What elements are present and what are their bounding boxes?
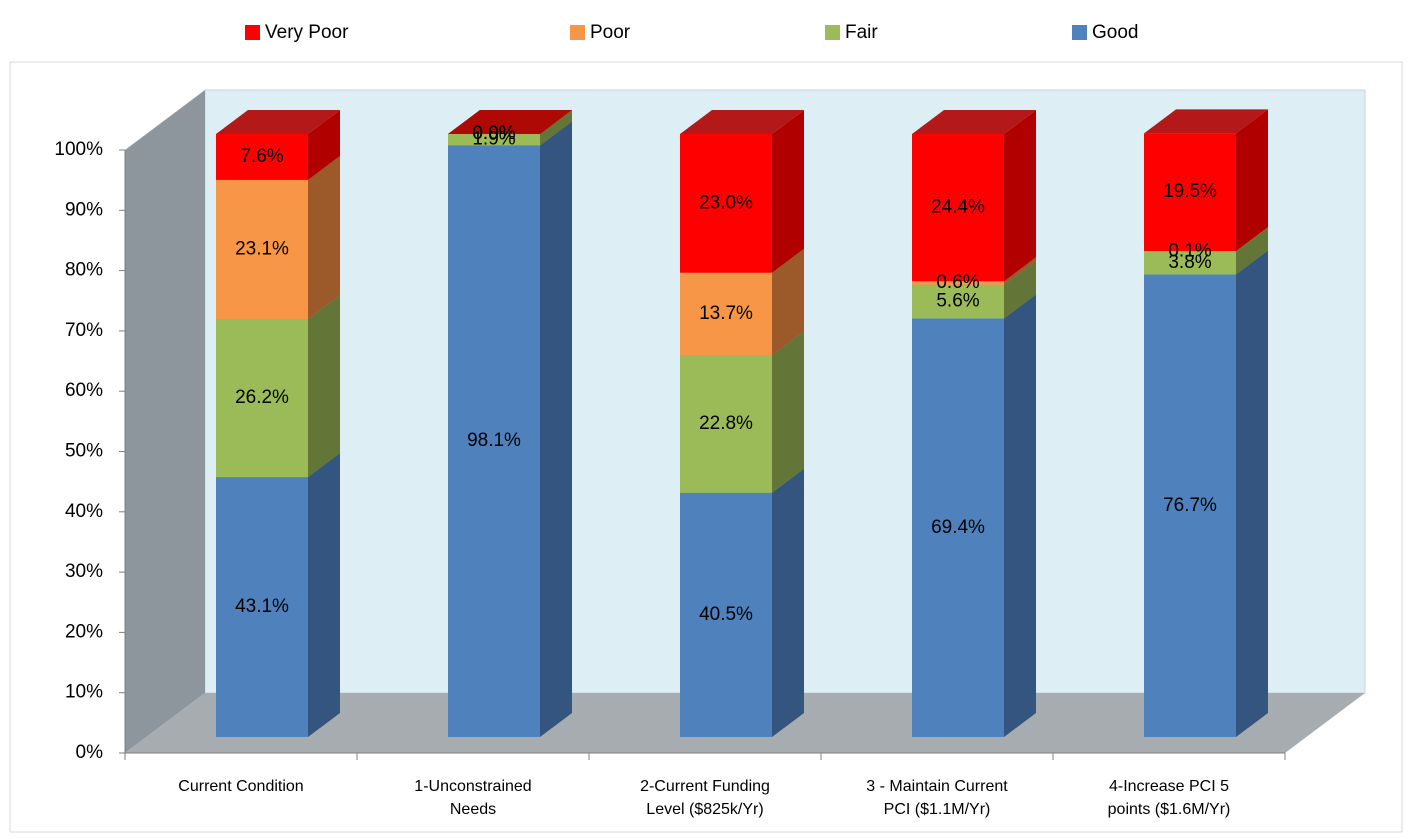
legend-label: Fair (845, 22, 878, 43)
legend-label: Very Poor (265, 22, 349, 43)
legend-swatch (245, 25, 260, 40)
bar-top (448, 110, 572, 134)
bar-front (1144, 251, 1236, 275)
data-label: 19.5% (1163, 181, 1217, 202)
bar-front (216, 134, 308, 180)
legend-swatch (570, 25, 585, 40)
bar-front (912, 134, 1004, 282)
bar-front (216, 319, 308, 478)
y-tick-label: 100% (54, 139, 103, 160)
y-tick-label: 0% (76, 742, 104, 763)
y-tick-label: 10% (65, 682, 103, 703)
data-label: 23.1% (235, 238, 289, 259)
bar-top (680, 110, 804, 134)
y-tick-label: 80% (65, 260, 103, 281)
data-label: 3.8% (1168, 252, 1211, 273)
bar-front (680, 134, 772, 273)
y-tick-label: 50% (65, 441, 103, 462)
bar-front (912, 284, 1004, 319)
y-tick-label: 20% (65, 621, 103, 642)
bar-side (1236, 250, 1268, 737)
data-label: 1.9% (472, 129, 515, 150)
bar-front (448, 134, 540, 146)
y-tick-label: 90% (65, 199, 103, 220)
bar-side (1004, 257, 1036, 285)
x-tick-label: 2-Current Funding Level ($825k/Yr) (640, 778, 770, 818)
bar-side (308, 453, 340, 737)
data-label: 0.0% (472, 123, 515, 144)
data-label: 40.5% (699, 604, 753, 625)
legend-swatch (825, 25, 840, 40)
bar-side (1236, 227, 1268, 275)
bar-front (912, 318, 1004, 737)
data-label: 76.7% (1163, 495, 1217, 516)
bar-front (1144, 250, 1236, 252)
bar-side (772, 331, 804, 493)
bar-front (448, 145, 540, 737)
data-label: 24.4% (931, 197, 985, 218)
bar-top (1144, 109, 1268, 134)
x-tick-label: Current Condition (178, 778, 303, 795)
bar-front (680, 492, 772, 737)
x-tick-label: 1-Unconstrained Needs (414, 778, 531, 818)
bar-front (1144, 274, 1236, 737)
bar-side (1004, 110, 1036, 282)
y-tick-label: 70% (65, 320, 103, 341)
x-tick-label: 3 - Maintain Current PCI ($1.1M/Yr) (866, 778, 1008, 818)
data-label: 0.6% (936, 272, 979, 293)
bar-front (680, 272, 772, 356)
data-label: 69.4% (931, 517, 985, 538)
bar-side (308, 295, 340, 478)
bar-side (308, 155, 340, 320)
bar-side (308, 110, 340, 180)
y-tick-label: 40% (65, 501, 103, 522)
bar-side (540, 110, 572, 146)
bar-side (772, 248, 804, 356)
bar-top (912, 110, 1036, 134)
bar-side (1004, 294, 1036, 737)
y-tick-label: 30% (65, 561, 103, 582)
data-label: 0.1% (1168, 240, 1211, 261)
bar-side (772, 468, 804, 737)
data-label: 0.0% (472, 123, 515, 144)
bar-top (216, 110, 340, 134)
data-label: 13.7% (699, 303, 753, 324)
bar-side (540, 121, 572, 737)
bar-side (1004, 260, 1036, 319)
plot-frame (9, 61, 1403, 833)
data-label: 23.0% (699, 192, 753, 213)
legend-swatch (1072, 25, 1087, 40)
bar-front (216, 477, 308, 737)
bar-side (1236, 109, 1268, 251)
data-label: 5.6% (936, 291, 979, 312)
bar-front (912, 281, 1004, 285)
y-tick-label: 60% (65, 380, 103, 401)
legend-label: Good (1092, 22, 1138, 43)
x-tick-label: 4-Increase PCI 5 points ($1.6M/Yr) (1108, 778, 1231, 818)
data-label: 26.2% (235, 387, 289, 408)
side-wall (125, 90, 205, 753)
bar-side (772, 110, 804, 273)
data-label: 7.6% (240, 146, 283, 167)
bar-side (1236, 226, 1268, 252)
data-label: 98.1% (467, 430, 521, 451)
legend-label: Poor (590, 22, 631, 43)
bar-front (680, 355, 772, 493)
data-label: 22.8% (699, 413, 753, 434)
bar-front (1144, 133, 1236, 251)
data-label: 43.1% (235, 596, 289, 617)
bar-front (216, 179, 308, 320)
